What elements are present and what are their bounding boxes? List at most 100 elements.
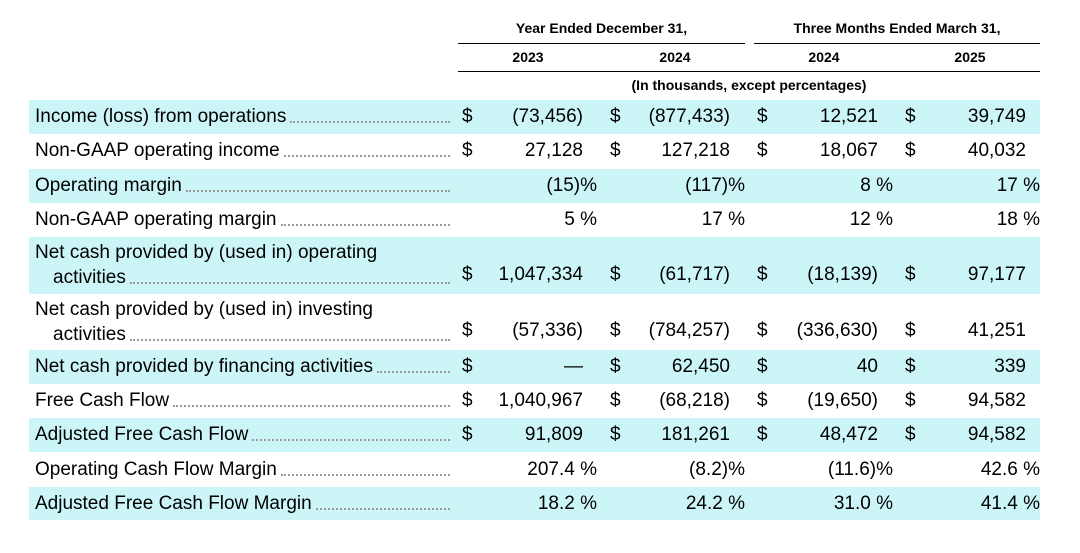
table-row: Non-GAAP operating margin 5 % 17 % 12 % 18 %: [29, 203, 1040, 237]
value-cell: 27,128: [524, 140, 583, 161]
row-label: Net cash provided by (used in) investing…: [35, 297, 373, 347]
row-label: Adjusted Free Cash Flow Margin: [35, 493, 312, 515]
value-cell: 97,177: [967, 264, 1026, 285]
value-cell: (877,433): [648, 106, 730, 127]
value-cell: 207.4 %: [527, 459, 597, 480]
value-cell: 40: [856, 356, 878, 377]
dot-leader: [185, 190, 450, 192]
value-cell: (19,650): [807, 390, 878, 411]
value-cell: 127,218: [661, 140, 730, 161]
value-cell: (8.2)%: [689, 459, 745, 480]
currency-symbol: $: [462, 390, 473, 411]
dot-leader: [129, 339, 450, 341]
value-cell: (18,139): [807, 264, 878, 285]
dot-leader: [315, 508, 450, 510]
dot-leader: [173, 405, 450, 407]
currency-symbol: $: [610, 390, 621, 411]
dot-leader: [376, 371, 450, 373]
row-label-continuation: activities: [53, 324, 126, 345]
value-cell: —: [564, 356, 583, 377]
row-label-text: Operating margin: [35, 175, 182, 196]
value-cell: 91,809: [524, 424, 583, 445]
row-label: Non-GAAP operating income: [35, 140, 280, 162]
currency-symbol: $: [905, 390, 916, 411]
value-cell: (73,456): [512, 106, 583, 127]
table-row: Adjusted Free Cash Flow Margin 18.2 % 24.2…: [29, 487, 1040, 520]
value-cell: (117)%: [685, 175, 745, 196]
row-label-text: Adjusted Free Cash Flow Margin: [35, 493, 312, 514]
value-cell: 41.4 %: [980, 493, 1040, 514]
table-row: Net cash provided by (used in) investing…: [29, 294, 1040, 350]
header-q-2025: 2025: [954, 49, 986, 65]
row-label-text: Income (loss) from operations: [35, 106, 287, 127]
currency-symbol: $: [610, 140, 621, 161]
row-label: Operating Cash Flow Margin: [35, 459, 277, 481]
currency-symbol: $: [757, 320, 768, 341]
row-label-text: Net cash provided by (used in) investing: [35, 299, 373, 320]
value-cell: 40,032: [967, 140, 1026, 161]
value-cell: 1,040,967: [498, 390, 583, 411]
table-row: Net cash provided by (used in) operating…: [29, 237, 1040, 294]
row-label-text: Net cash provided by (used in) operating: [35, 242, 378, 263]
header-rule-years: [458, 71, 1040, 72]
value-cell: 48,472: [819, 424, 878, 445]
value-cell: 181,261: [661, 424, 730, 445]
currency-symbol: $: [905, 320, 916, 341]
dot-leader: [129, 282, 450, 284]
currency-symbol: $: [905, 356, 916, 377]
table-row: Operating Cash Flow Margin 207.4 % (8.2)% (…: [29, 452, 1040, 487]
currency-symbol: $: [462, 424, 473, 445]
currency-symbol: $: [462, 320, 473, 341]
header-year-2023: 2023: [512, 49, 544, 65]
row-label: Operating margin: [35, 175, 182, 197]
row-label-text: Operating Cash Flow Margin: [35, 459, 277, 480]
currency-symbol: $: [905, 424, 916, 445]
row-label: Non-GAAP operating margin: [35, 209, 277, 231]
value-cell: 24.2 %: [685, 493, 745, 514]
currency-symbol: $: [462, 140, 473, 161]
value-cell: 12 %: [849, 209, 893, 230]
header-group-quarter: Three Months Ended March 31,: [793, 20, 1001, 36]
currency-symbol: $: [610, 424, 621, 445]
currency-symbol: $: [757, 106, 768, 127]
currency-symbol: $: [610, 264, 621, 285]
header-q-2024: 2024: [808, 49, 840, 65]
value-cell: 17 %: [996, 175, 1040, 196]
row-label-text: Adjusted Free Cash Flow: [35, 424, 249, 445]
row-label: Free Cash Flow: [35, 390, 169, 412]
currency-symbol: $: [610, 320, 621, 341]
value-cell: 339: [994, 356, 1026, 377]
row-label-text: Non-GAAP operating margin: [35, 209, 277, 230]
header-rule-year: [458, 43, 745, 44]
currency-symbol: $: [757, 356, 768, 377]
value-cell: 42.6 %: [980, 459, 1040, 480]
table-row: Non-GAAP operating income $27,128 $127,218…: [29, 134, 1040, 168]
value-cell: 18.2 %: [537, 493, 597, 514]
header-group-year: Year Ended December 31,: [515, 20, 688, 36]
value-cell: 12,521: [819, 106, 878, 127]
table-row: Free Cash Flow $1,040,967 $ (68,218) $ (19,65…: [29, 384, 1040, 418]
row-label: Adjusted Free Cash Flow: [35, 424, 248, 446]
currency-symbol: $: [757, 390, 768, 411]
row-label-text: Net cash provided by financing activitie…: [35, 356, 373, 377]
value-cell: 18,067: [819, 140, 878, 161]
value-cell: 17 %: [701, 209, 745, 230]
row-label-text: Non-GAAP operating income: [35, 140, 280, 161]
dot-leader: [252, 439, 450, 441]
dot-leader: [280, 474, 450, 476]
table-row: Adjusted Free Cash Flow $91,809 $181,261 $4…: [29, 418, 1040, 452]
value-cell: 62,450: [671, 356, 730, 377]
value-cell: (784,257): [648, 320, 730, 341]
currency-symbol: $: [610, 106, 621, 127]
currency-symbol: $: [905, 106, 916, 127]
currency-symbol: $: [462, 264, 473, 285]
value-cell: 18 %: [996, 209, 1040, 230]
table-row: Income (loss) from operations $ (73,456) $ (…: [29, 100, 1040, 134]
units-note: (In thousands, except percentages): [631, 77, 867, 93]
value-cell: 39,749: [967, 106, 1026, 127]
currency-symbol: $: [610, 356, 621, 377]
value-cell: (15)%: [546, 175, 597, 196]
dot-leader: [290, 121, 450, 123]
value-cell: 94,582: [967, 424, 1026, 445]
currency-symbol: $: [757, 264, 768, 285]
